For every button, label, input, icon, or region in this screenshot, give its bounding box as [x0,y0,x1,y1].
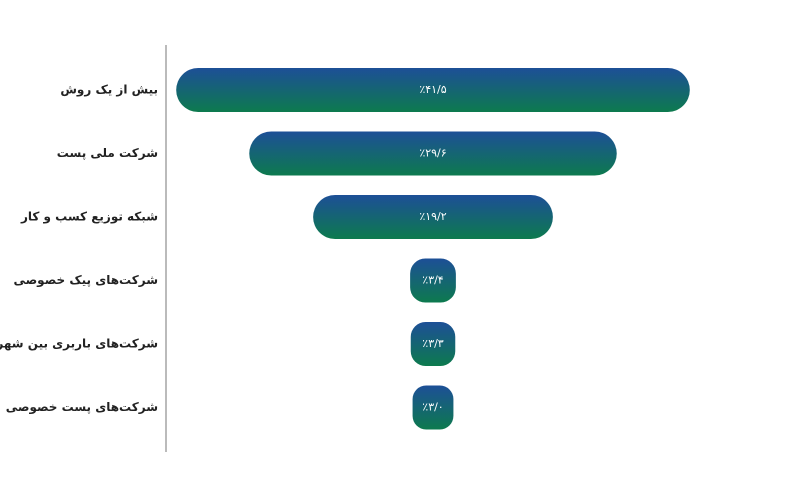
funnel-bar [313,195,553,239]
value-label: ٪۱۹/۲ [419,210,446,223]
funnel-bar [249,131,617,176]
funnel-bar [410,258,456,303]
category-label: شرکت‌های پیک خصوصی [13,273,158,288]
funnel-bar [412,385,454,430]
category-label: شرکت ملی پست [57,146,158,160]
value-label: ٪۳/۴ [422,274,444,287]
value-label: ٪۲۹/۶ [419,147,446,160]
value-label: ٪۳/۳ [422,337,444,350]
funnel-bar [410,322,456,366]
funnel-bar [176,68,690,112]
category-label: بیش از یک روش [60,83,158,98]
category-label: شرکت‌های باربری بین شهری [0,337,158,351]
category-label: شرکت‌های پست خصوصی [6,400,158,415]
value-label: ٪۳/۰ [422,401,443,414]
value-label: ٪۴۱/۵ [419,83,446,96]
category-label: شبکه توزیع کسب و کار [20,210,158,225]
